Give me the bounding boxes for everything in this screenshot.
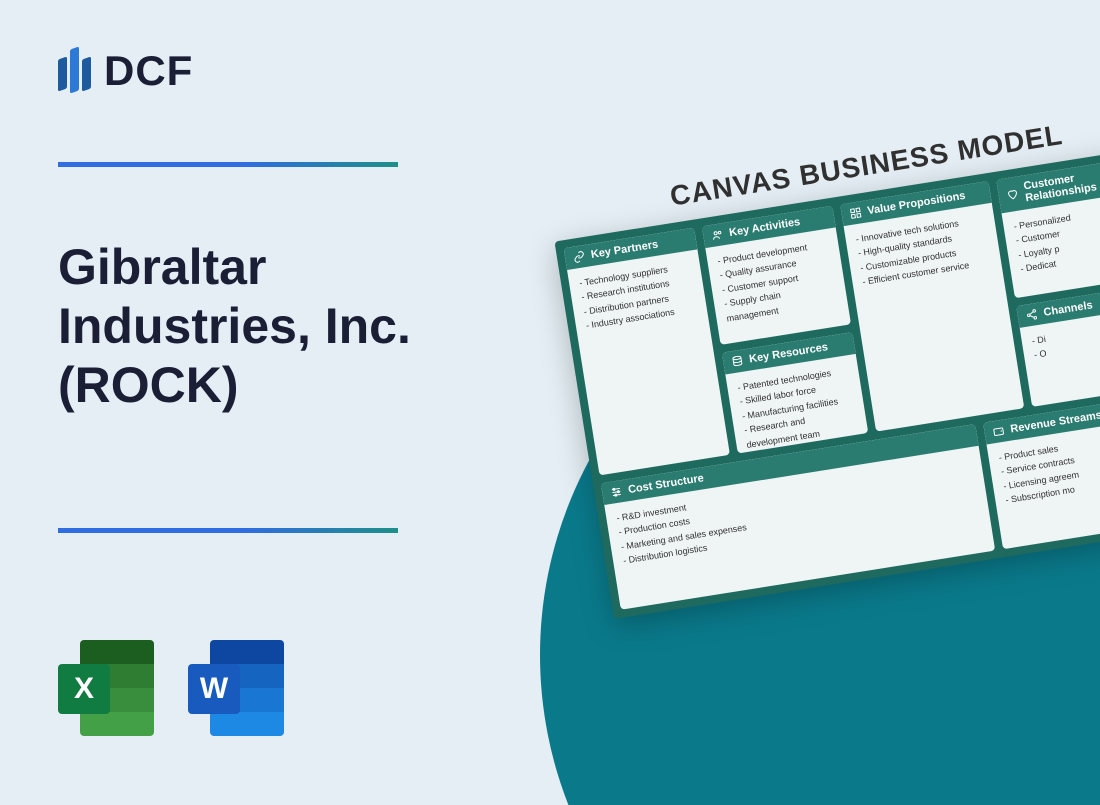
- database-icon: [731, 355, 745, 369]
- divider-top: [58, 162, 398, 167]
- divider-bottom: [58, 528, 398, 533]
- cell-key-activities: Key Activities Product development Quali…: [702, 206, 851, 345]
- canvas-preview: CANVAS BUSINESS MODEL Key Partners Techn…: [548, 100, 1100, 619]
- customer-relationships-list: Personalized Customer Loyalty p Dedicat: [1002, 196, 1100, 290]
- link-icon: [572, 250, 586, 264]
- channels-label: Channels: [1043, 299, 1094, 319]
- logo-mark-icon: [58, 44, 92, 98]
- sliders-icon: [610, 485, 624, 499]
- excel-badge: X: [58, 664, 110, 714]
- heart-icon: [1006, 187, 1020, 201]
- word-badge: W: [188, 664, 240, 714]
- users-icon: [711, 228, 725, 242]
- cell-key-partners: Key Partners Technology suppliers Resear…: [564, 228, 730, 476]
- logo-text: DCF: [104, 47, 193, 95]
- cell-value-propositions: Value Propositions Innovative tech solut…: [840, 181, 1024, 432]
- key-activities-list: Product development Quality assurance Cu…: [705, 227, 850, 338]
- page-title: Gibraltar Industries, Inc. (ROCK): [58, 238, 478, 415]
- cell-channels: Channels Di O: [1016, 289, 1100, 407]
- grid-icon: [849, 206, 863, 220]
- page: DCF Gibraltar Industries, Inc. (ROCK) X …: [0, 0, 1100, 805]
- share-icon: [1025, 308, 1039, 322]
- word-icon: W: [188, 640, 284, 736]
- file-type-icons: X W: [58, 640, 284, 736]
- cell-key-resources: Key Resources Patented technologies Skil…: [722, 332, 868, 453]
- brand-logo: DCF: [58, 44, 193, 98]
- wallet-icon: [992, 425, 1006, 439]
- cell-customer-relationships: Customer Relationships Personalized Cust…: [996, 163, 1100, 299]
- excel-icon: X: [58, 640, 154, 736]
